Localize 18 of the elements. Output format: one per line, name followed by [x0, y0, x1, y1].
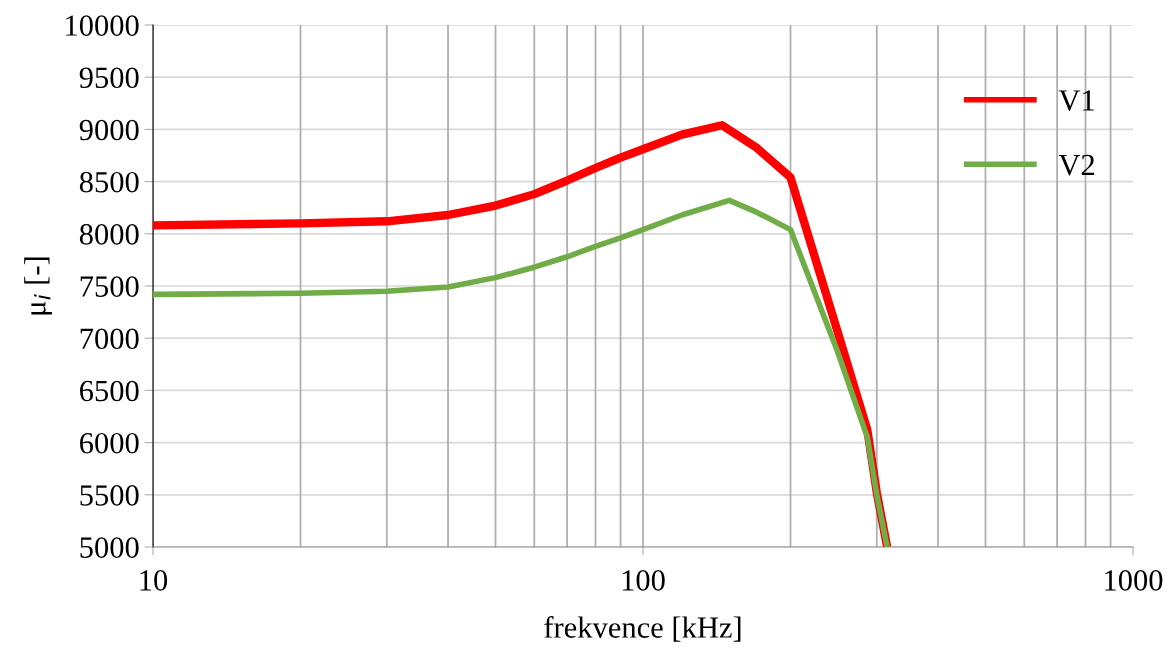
y-tick-label: 6000 [80, 432, 139, 454]
x-tick-label: 1000 [1105, 570, 1163, 591]
y-axis-title: μ$_{i}$ [-] [24, 257, 52, 315]
y-tick-label: 8000 [79, 224, 139, 245]
y-tick-label: 7500 [80, 276, 139, 297]
y-tick-label: 9500 [79, 67, 139, 89]
y-tick-label: 10000 [66, 15, 139, 36]
legend-label: V2 [1058, 154, 1095, 176]
x-tick-label: 100 [622, 570, 665, 591]
y-tick-label: 5500 [80, 485, 139, 506]
y-tick-label: 6500 [80, 380, 139, 402]
x-tick-label: 10 [140, 570, 168, 591]
y-tick-label: 8500 [79, 171, 139, 193]
legend-label: V1 [1058, 90, 1094, 111]
y-tick-label: 9000 [79, 119, 139, 141]
y-tick-label: 5000 [80, 537, 139, 558]
x-axis-title: frekvence [kHz] [544, 616, 741, 642]
y-tick-label: 7000 [80, 328, 139, 350]
